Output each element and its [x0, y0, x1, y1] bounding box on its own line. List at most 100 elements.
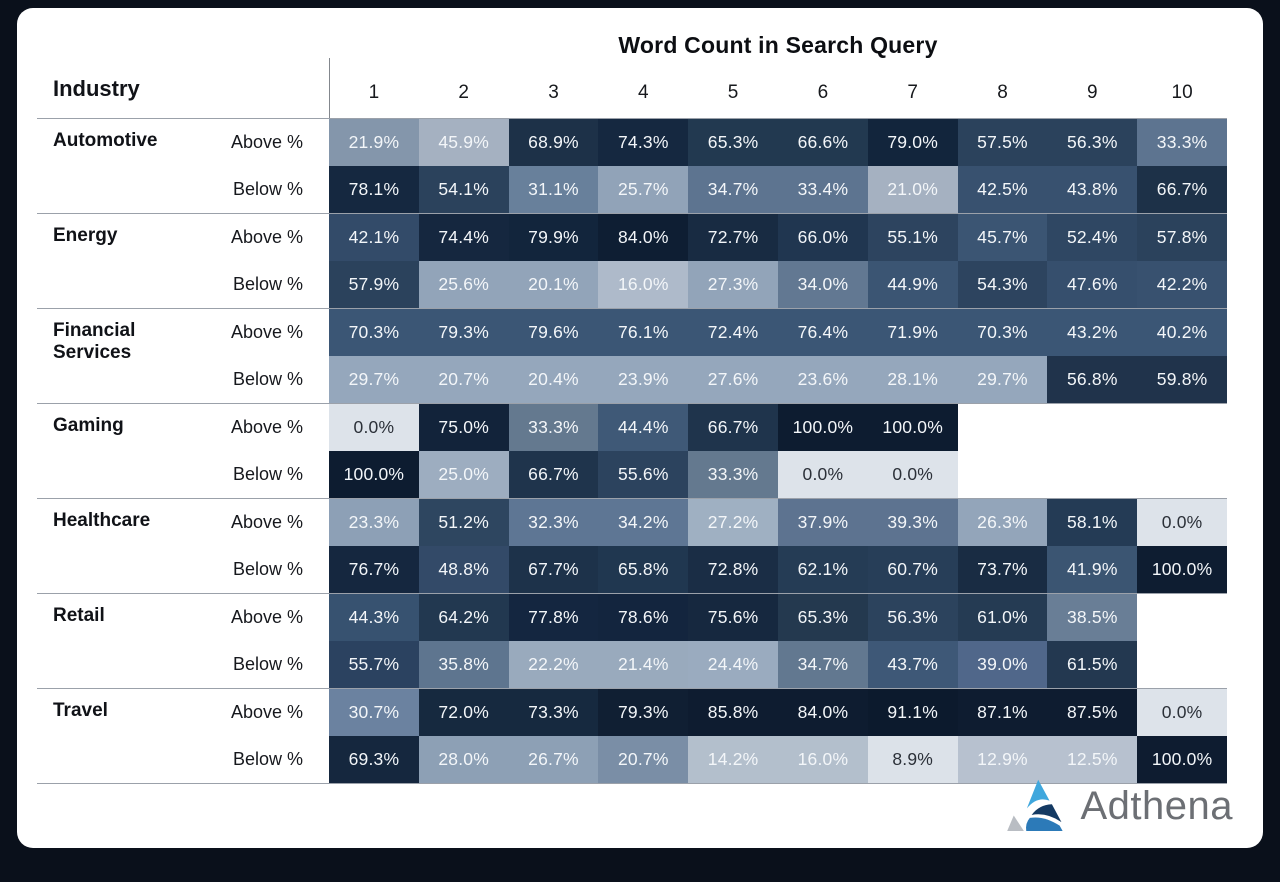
column-header-10: 10: [1171, 82, 1193, 103]
heatmap-cell: 61.5%: [1047, 641, 1138, 688]
heatmap-cell: 52.4%: [1047, 214, 1138, 261]
heatmap-cell: 38.5%: [1047, 594, 1138, 641]
heatmap-cell: 29.7%: [957, 356, 1048, 403]
table-header: Industry Word Count in Search Query 1 2 3 4…: [37, 18, 1227, 118]
heatmap-cell: 44.3%: [329, 594, 419, 641]
heatmap-cell: 44.9%: [867, 261, 958, 308]
heatmap-cell: 56.8%: [1047, 356, 1138, 403]
heatmap-cell: 28.0%: [418, 736, 509, 783]
heatmap-cell: 73.3%: [508, 689, 599, 736]
heatmap-cell: 21.9%: [329, 119, 419, 166]
heatmap-cell: 56.3%: [1047, 119, 1138, 166]
column-header-9: 9: [1087, 82, 1098, 103]
heatmap-cell: 55.7%: [329, 641, 419, 688]
industry-label: Financial Services: [53, 320, 136, 364]
column-header-6: 6: [817, 82, 829, 103]
heatmap-cell: 100.0%: [778, 404, 868, 451]
page-title: Word Count in Search Query: [618, 32, 938, 58]
heatmap-cell: 100.0%: [1137, 736, 1227, 783]
heatmap-cell: 26.3%: [957, 499, 1048, 546]
heatmap-cell: 16.0%: [778, 736, 868, 783]
heatmap-cell: 25.0%: [418, 451, 509, 498]
heatmap-cell: 34.2%: [598, 499, 689, 546]
heatmap-cell: 31.1%: [508, 166, 599, 213]
heatmap-cell: 79.6%: [508, 309, 599, 356]
metric-label: Above %: [230, 607, 303, 627]
heatmap-cell: 20.7%: [598, 736, 689, 783]
heatmap-cell: 56.3%: [867, 594, 958, 641]
industry-label: Automotive: [53, 130, 158, 151]
metric-label: Above %: [230, 702, 303, 722]
heatmap-cell: [1047, 451, 1137, 498]
heatmap-cell: 64.2%: [418, 594, 509, 641]
industry-group-healthcare: Healthcare Above % 23.3% 51.2% 32.3% 34.2% 27.…: [37, 498, 1227, 593]
heatmap-cell: 65.3%: [688, 119, 778, 166]
heatmap-cell: 43.2%: [1047, 309, 1138, 356]
metric-label: Below %: [232, 464, 303, 484]
industry-label: Travel: [53, 700, 108, 721]
industry-group-travel: Travel Above % 30.7% 72.0% 73.3% 79.3% 85.8% 84…: [37, 688, 1227, 783]
heatmap-cell: 48.8%: [418, 546, 509, 593]
heatmap-cell: 74.3%: [598, 119, 689, 166]
heatmap-cell: 27.6%: [688, 356, 778, 403]
heatmap-cell: 25.6%: [418, 261, 509, 308]
heatmap-cell: 30.7%: [329, 689, 419, 736]
heatmap-cell: 78.1%: [329, 166, 419, 213]
industry-group-financial-services: Financial Services Above % 70.3% 79.3% 79.6%…: [37, 308, 1227, 403]
column-header-4: 4: [638, 82, 649, 103]
metric-label: Above %: [230, 512, 303, 532]
heatmap-cell: [1137, 451, 1227, 498]
heatmap-cell: 69.3%: [329, 736, 419, 783]
heatmap-cell: 71.9%: [867, 309, 958, 356]
heatmap-cell: 70.3%: [957, 309, 1048, 356]
metric-label: Below %: [232, 559, 303, 579]
heatmap-cell: 27.3%: [688, 261, 778, 308]
heatmap-cell: 76.1%: [598, 309, 689, 356]
heatmap-cell: 33.3%: [1137, 119, 1227, 166]
heatmap-cell: 84.0%: [778, 689, 868, 736]
heatmap-cell: 39.3%: [867, 499, 958, 546]
heatmap-cell: 34.7%: [778, 641, 868, 688]
heatmap-cell: 35.8%: [418, 641, 509, 688]
heatmap-cell: 65.8%: [598, 546, 689, 593]
heatmap-cell: 23.9%: [598, 356, 689, 403]
heatmap-cell: 0.0%: [329, 404, 419, 451]
heatmap-cell: 84.0%: [598, 214, 689, 261]
heatmap-cell: 57.9%: [329, 261, 419, 308]
heatmap-cell: 0.0%: [1137, 499, 1227, 546]
heatmap-cell: 34.7%: [688, 166, 778, 213]
heatmap-cell: 0.0%: [778, 451, 868, 498]
heatmap-cell: 74.4%: [418, 214, 509, 261]
heatmap-cell: 20.1%: [508, 261, 599, 308]
heatmap-cell: [958, 404, 1048, 451]
heatmap-cell: 100.0%: [867, 404, 958, 451]
heatmap-cell: 78.6%: [598, 594, 689, 641]
heatmap-cell: 72.7%: [688, 214, 778, 261]
heatmap-cell: [1047, 404, 1137, 451]
industry-column-header: Industry: [53, 76, 140, 101]
heatmap-cell: 14.2%: [688, 736, 778, 783]
metric-label: Below %: [232, 274, 303, 294]
heatmap-cell: [1137, 641, 1227, 688]
heatmap-cell: 43.8%: [1047, 166, 1138, 213]
industry-group-energy: Energy Above % 42.1% 74.4% 79.9% 84.0% 72.7% 66…: [37, 213, 1227, 308]
heatmap-cell: 20.7%: [418, 356, 509, 403]
heatmap-cell: [1137, 404, 1227, 451]
metric-label: Below %: [232, 179, 303, 199]
heatmap-cell: 41.9%: [1047, 546, 1138, 593]
heatmap-cell: 39.0%: [957, 641, 1048, 688]
heatmap-cell: 33.3%: [688, 451, 778, 498]
metric-label: Above %: [230, 322, 303, 342]
heatmap-cell: 62.1%: [778, 546, 868, 593]
heatmap-cell: 72.4%: [688, 309, 778, 356]
heatmap-cell: 85.8%: [688, 689, 778, 736]
heatmap-cell: 42.1%: [329, 214, 419, 261]
heatmap-cell: [1137, 594, 1227, 641]
heatmap-cell: 91.1%: [867, 689, 958, 736]
heatmap-cell: 72.8%: [688, 546, 778, 593]
industry-group-gaming: Gaming Above % 0.0% 75.0% 33.3% 44.4% 66.7% 100…: [37, 403, 1227, 498]
heatmap-cell: 51.2%: [418, 499, 509, 546]
adthena-logo-text: Adthena: [1080, 783, 1233, 828]
